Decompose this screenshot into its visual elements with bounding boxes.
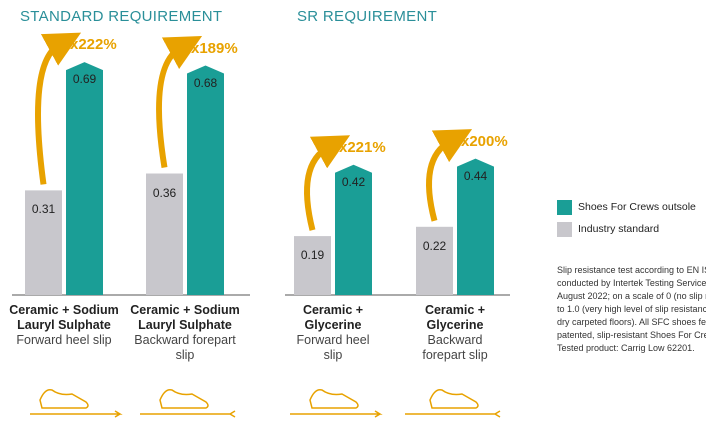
bar — [294, 236, 331, 295]
value-label: 0.68 — [193, 75, 218, 90]
slip-type: Backward forepart slip — [422, 333, 488, 362]
growth-arrow — [156, 35, 203, 168]
bar — [335, 164, 372, 295]
slip-type: Backward forepart slip — [134, 333, 236, 362]
chart-title: SR REQUIREMENT — [297, 8, 438, 25]
bar — [416, 226, 453, 295]
chart-title: STANDARD REQUIREMENT — [20, 8, 223, 25]
value-label: 0.22 — [422, 238, 447, 253]
value-label: 0.31 — [31, 202, 56, 217]
growth-arrow — [426, 129, 473, 222]
growth-arrow — [304, 135, 351, 231]
legend-swatch — [557, 222, 572, 237]
footnote: Slip resistance test according to EN ISO… — [557, 265, 706, 353]
value-label: 0.44 — [463, 168, 488, 183]
bar — [66, 62, 103, 295]
value-label: 0.19 — [300, 248, 325, 263]
annotation: x222% — [70, 36, 117, 54]
legend-swatch — [557, 200, 572, 215]
category-label: Ceramic + Glycerine — [302, 303, 364, 332]
slip-type: Forward heel slip — [296, 333, 370, 362]
bar — [457, 158, 494, 295]
value-label: 0.36 — [152, 185, 177, 200]
legend-label: Shoes For Crews outsole — [578, 201, 696, 213]
legend-label: Industry standard — [578, 223, 660, 235]
value-label: 0.42 — [341, 174, 366, 189]
shoe-icons — [30, 388, 501, 418]
value-label: 0.69 — [72, 72, 97, 87]
bar — [25, 190, 62, 295]
category-label: Ceramic + Sodium Lauryl Sulphate — [130, 303, 240, 332]
annotation: x189% — [191, 39, 238, 57]
bar — [187, 65, 224, 295]
category-label: Ceramic + Glycerine — [424, 303, 486, 332]
bar — [146, 173, 183, 295]
category-label: Ceramic + Sodium Lauryl Sulphate — [9, 303, 119, 332]
growth-arrow — [35, 32, 82, 185]
annotation: x200% — [461, 132, 508, 150]
slip-type: Forward heel slip — [16, 333, 112, 347]
annotation: x221% — [339, 138, 386, 156]
